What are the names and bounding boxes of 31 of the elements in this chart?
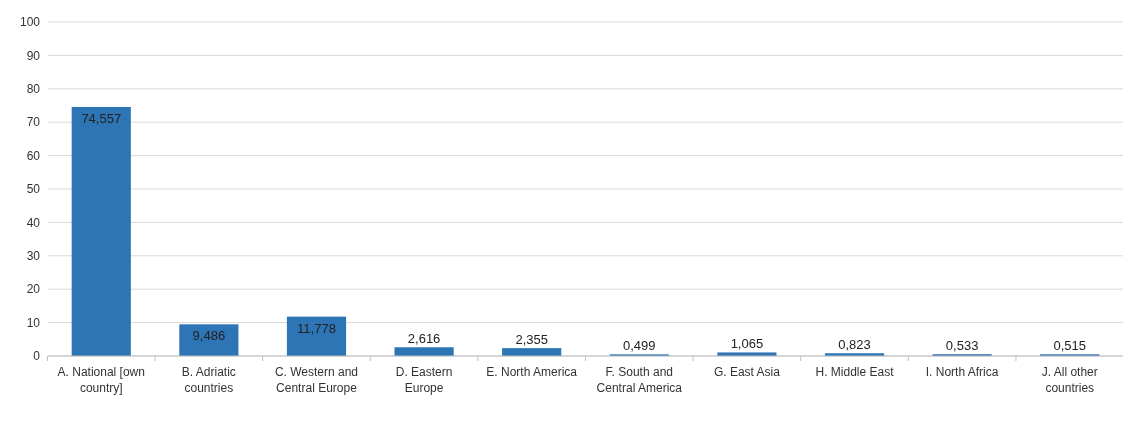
y-tick-label: 40 — [26, 215, 41, 230]
data-label: 0,515 — [1053, 338, 1087, 354]
data-label: 0,499 — [623, 338, 656, 354]
y-tick-label: 10 — [26, 315, 41, 330]
y-tick-label: 70 — [26, 115, 41, 130]
data-label: 2,616 — [407, 331, 441, 347]
x-tick-label: J. All other countries — [1041, 365, 1098, 395]
data-label: 2,355 — [515, 332, 548, 348]
data-label: 0,533 — [945, 338, 979, 354]
y-tick-label: 0 — [33, 349, 41, 364]
y-tick-label: 20 — [26, 282, 41, 297]
y-tick-label: 50 — [26, 182, 41, 197]
y-tick-label: 80 — [26, 82, 41, 96]
data-label: 0,823 — [838, 337, 871, 353]
x-tick-label: D. Eastern Europe — [395, 365, 453, 395]
x-tick-label: A. National [own country] — [57, 365, 145, 395]
data-label: 74,557 — [81, 110, 122, 126]
x-tick-label: F. South and Central America — [596, 365, 683, 395]
y-tick-label: 60 — [26, 148, 41, 163]
x-tick-label: C. Western and Central Europe — [274, 365, 359, 395]
x-tick-label: H. Middle East — [815, 365, 895, 379]
x-tick-label: I. North Africa — [925, 365, 999, 379]
data-label: 9,486 — [192, 328, 226, 344]
x-tick-label: B. Adriatic countries — [181, 365, 236, 395]
y-tick-label: 100 — [19, 15, 41, 30]
y-tick-label: 30 — [26, 249, 41, 263]
data-label: 1,065 — [730, 336, 764, 352]
y-tick-label: 90 — [26, 48, 41, 63]
x-tick-label: G. East Asia — [713, 365, 781, 379]
data-label: 11,778 — [297, 320, 336, 336]
x-tick-label: E. North America — [486, 365, 578, 379]
